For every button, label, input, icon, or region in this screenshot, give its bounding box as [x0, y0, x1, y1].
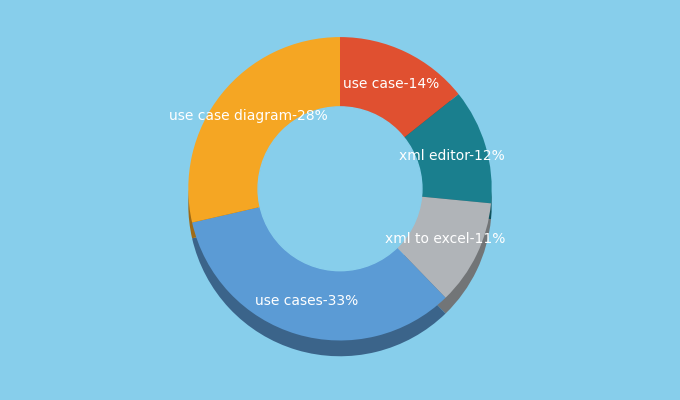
- Text: xml to excel-11%: xml to excel-11%: [385, 232, 505, 246]
- Wedge shape: [404, 110, 492, 219]
- Wedge shape: [188, 37, 340, 222]
- Circle shape: [258, 107, 422, 271]
- Wedge shape: [397, 212, 491, 314]
- Text: use case diagram-28%: use case diagram-28%: [169, 109, 328, 123]
- Wedge shape: [192, 223, 445, 356]
- Wedge shape: [404, 94, 492, 203]
- Wedge shape: [397, 197, 491, 298]
- Text: xml editor-12%: xml editor-12%: [399, 148, 505, 162]
- Wedge shape: [340, 37, 458, 138]
- Wedge shape: [192, 207, 445, 340]
- Wedge shape: [188, 53, 340, 238]
- Text: use cases-33%: use cases-33%: [255, 294, 358, 308]
- Wedge shape: [340, 53, 458, 154]
- Text: use case-14%: use case-14%: [343, 76, 439, 90]
